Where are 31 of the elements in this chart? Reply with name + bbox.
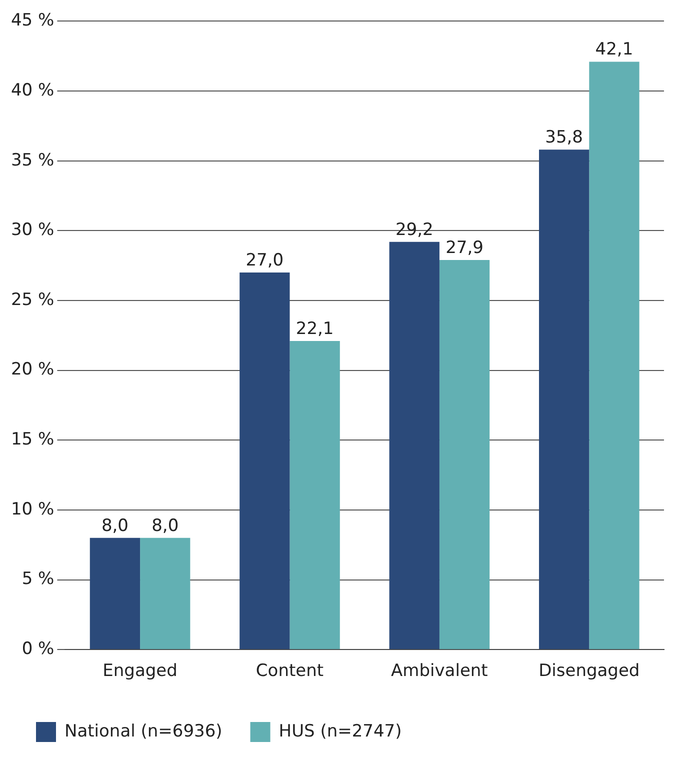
data-label: 27,0 xyxy=(246,250,284,270)
y-tick-label: 25 % xyxy=(10,290,54,310)
bar xyxy=(140,538,190,650)
data-label: 8,0 xyxy=(152,516,179,536)
y-tick-label: 20 % xyxy=(10,360,54,380)
bar xyxy=(240,272,290,650)
data-label: 42,1 xyxy=(595,40,634,60)
y-tick-label: 0 % xyxy=(22,639,54,660)
data-label: 27,9 xyxy=(446,238,484,258)
bar xyxy=(539,150,590,650)
x-tick-label: Disengaged xyxy=(538,661,640,682)
data-label: 8,0 xyxy=(101,516,128,536)
y-tick-label: 10 % xyxy=(10,499,54,520)
bar xyxy=(290,340,340,650)
y-tick-label: 5 % xyxy=(22,569,54,590)
legend-label: National (n=6936) xyxy=(64,721,222,742)
bar xyxy=(389,242,440,650)
x-tick-label: Content xyxy=(256,661,324,682)
bar xyxy=(589,62,640,650)
legend-label: HUS (n=2747) xyxy=(278,721,402,742)
data-label: 22,1 xyxy=(296,318,334,339)
y-tick-label: 30 % xyxy=(10,220,54,240)
y-tick-label: 40 % xyxy=(10,80,54,100)
x-tick-label: Ambivalent xyxy=(391,661,488,682)
y-tick-label: 15 % xyxy=(10,430,54,450)
x-tick-label: Engaged xyxy=(102,661,178,682)
y-tick-label: 45 % xyxy=(10,10,54,31)
data-label: 35,8 xyxy=(545,128,584,148)
bar xyxy=(439,260,490,650)
y-tick-label: 35 % xyxy=(10,150,54,170)
bar xyxy=(90,538,140,650)
